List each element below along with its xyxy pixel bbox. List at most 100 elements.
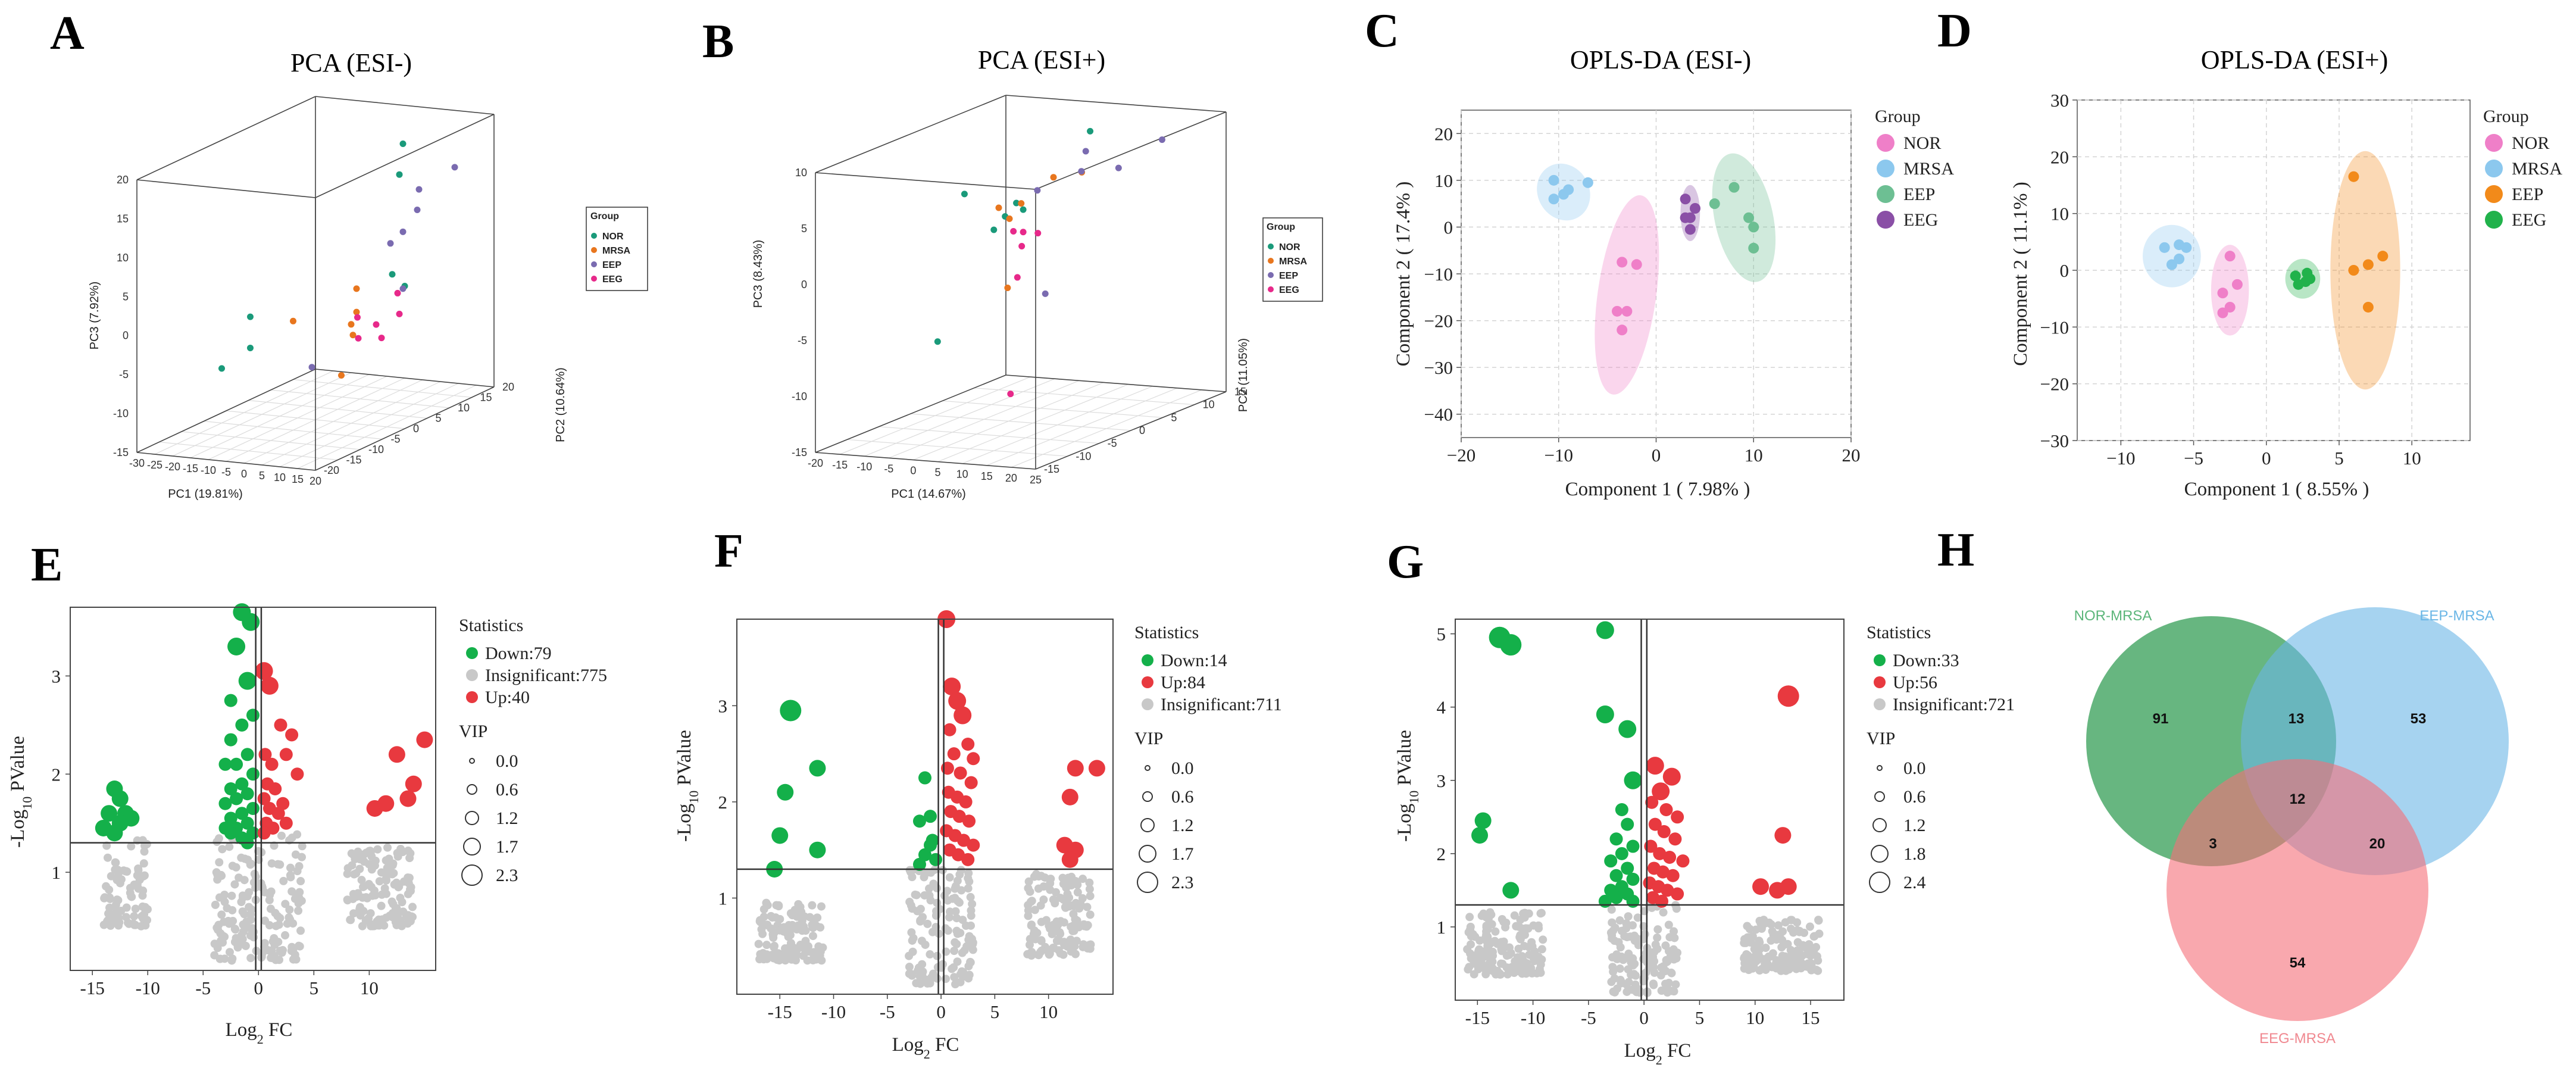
- insignificant-point: [1750, 941, 1759, 950]
- insignificant-point: [1743, 922, 1752, 931]
- vip-size-label: 0.6: [496, 780, 518, 800]
- insignificant-point: [1656, 971, 1665, 980]
- up-point: [276, 797, 290, 810]
- legend-marker: [1142, 654, 1153, 666]
- insignificant-point: [1649, 963, 1658, 972]
- y-tick-label: -15: [346, 454, 362, 466]
- insignificant-point: [770, 943, 779, 952]
- insignificant-point: [1056, 929, 1065, 938]
- panel-a-points: [218, 140, 458, 379]
- up-point: [1663, 851, 1677, 864]
- vip-size-marker: [1145, 765, 1151, 771]
- panel-e-xlabel: Log2 FC: [226, 1019, 293, 1047]
- y-tick-label: −20: [2040, 374, 2069, 395]
- up-point: [271, 807, 285, 820]
- insignificant-point: [388, 870, 397, 879]
- insignificant-point: [1659, 908, 1668, 917]
- insignificant-point: [1069, 910, 1078, 919]
- insignificant-point: [241, 941, 250, 950]
- insignificant-point: [906, 867, 915, 876]
- y-tick-label: 20: [1434, 123, 1453, 144]
- vip-size-label: 0.0: [1903, 758, 1926, 778]
- insignificant-point: [1023, 950, 1032, 959]
- insignificant-point: [139, 911, 148, 920]
- vip-size-label: 1.2: [1171, 816, 1194, 835]
- eep-point: [1748, 221, 1759, 233]
- insignificant-point: [1795, 928, 1804, 936]
- insignificant-point: [1477, 911, 1486, 920]
- panel-label-f: F: [714, 525, 743, 577]
- down-point: [929, 853, 943, 866]
- z-tick-label: 10: [117, 252, 129, 264]
- insignificant-point: [1056, 949, 1065, 958]
- x-tick-label: -15: [80, 978, 105, 998]
- eep-point: [415, 186, 423, 193]
- insignificant-point: [382, 889, 390, 898]
- insignificant-point: [139, 886, 148, 895]
- legend-title: Group: [1875, 107, 1921, 126]
- panel-e-ylabel: -Log10 PValue: [7, 736, 35, 848]
- insignificant-point: [1512, 922, 1521, 931]
- vip-size-marker: [463, 838, 481, 856]
- y-tick-label: −10: [1424, 264, 1453, 285]
- insignificant-point: [112, 906, 121, 914]
- down-point: [235, 718, 249, 732]
- down-point: [230, 757, 243, 771]
- insignificant-point: [1534, 953, 1543, 961]
- insignificant-point: [383, 843, 392, 852]
- insignificant-point: [1624, 912, 1633, 921]
- down-point: [230, 792, 243, 806]
- insignificant-point: [365, 847, 374, 856]
- panel-label-b: B: [702, 15, 734, 68]
- y-tick-label: 5: [436, 413, 442, 424]
- insignificant-point: [266, 904, 275, 913]
- insignificant-point: [370, 861, 379, 870]
- eep-point: [414, 206, 421, 213]
- insignificant-point: [217, 910, 226, 919]
- insignificant-point: [359, 882, 368, 891]
- legend-label: EEP: [602, 260, 621, 270]
- down-point: [227, 637, 246, 655]
- legend-title: Group: [2483, 107, 2529, 126]
- insignificant-point: [1039, 895, 1048, 904]
- eep-point: [308, 364, 315, 371]
- up-point: [952, 810, 966, 823]
- insignificant-point: [212, 837, 221, 846]
- insignificant-point: [298, 853, 307, 861]
- panel-c-plot: −20 −10 0 10 20 −40 −30 −20 −10 0 10 20: [1424, 110, 1861, 466]
- insignificant-point: [1647, 903, 1656, 912]
- insignificant-point: [111, 858, 120, 867]
- legend-label: Insignificant:775: [485, 666, 607, 685]
- insignificant-point: [356, 911, 365, 920]
- insignificant-point: [1070, 942, 1079, 951]
- eep-point: [1743, 212, 1755, 223]
- x-tick-label: 5: [310, 978, 319, 998]
- insignificant-point: [258, 883, 267, 892]
- panel-c-title: OPLS-DA (ESI-): [1570, 45, 1751, 74]
- down-point: [218, 797, 232, 810]
- insignificant-point: [1474, 945, 1483, 954]
- nor-point: [396, 171, 403, 178]
- up-point: [1646, 757, 1664, 775]
- legend-entries: NOR MRSA EEP EEG: [2485, 133, 2562, 230]
- insignificant-point: [1068, 926, 1077, 935]
- up-point: [1780, 878, 1797, 895]
- insignificant-point: [139, 859, 148, 868]
- nor-ellipse: [1595, 195, 1659, 395]
- legend-title: Group: [1267, 222, 1295, 232]
- insignificant-point: [1633, 913, 1642, 922]
- up-point: [1645, 795, 1659, 809]
- insignificant-point: [958, 948, 967, 957]
- up-point: [255, 662, 273, 680]
- insignificant-point: [1039, 882, 1048, 891]
- insignificant-point: [967, 911, 976, 920]
- down-point: [1502, 882, 1520, 899]
- nor-point: [2217, 307, 2228, 319]
- x-tick-label: -10: [201, 464, 216, 476]
- insignificant-point: [1786, 959, 1795, 968]
- insignificant-point: [103, 917, 112, 926]
- up-point: [943, 723, 956, 736]
- insignificant-point: [1671, 980, 1680, 989]
- panel-c-ylabel: Component 2 ( 17.4% ): [1393, 182, 1414, 367]
